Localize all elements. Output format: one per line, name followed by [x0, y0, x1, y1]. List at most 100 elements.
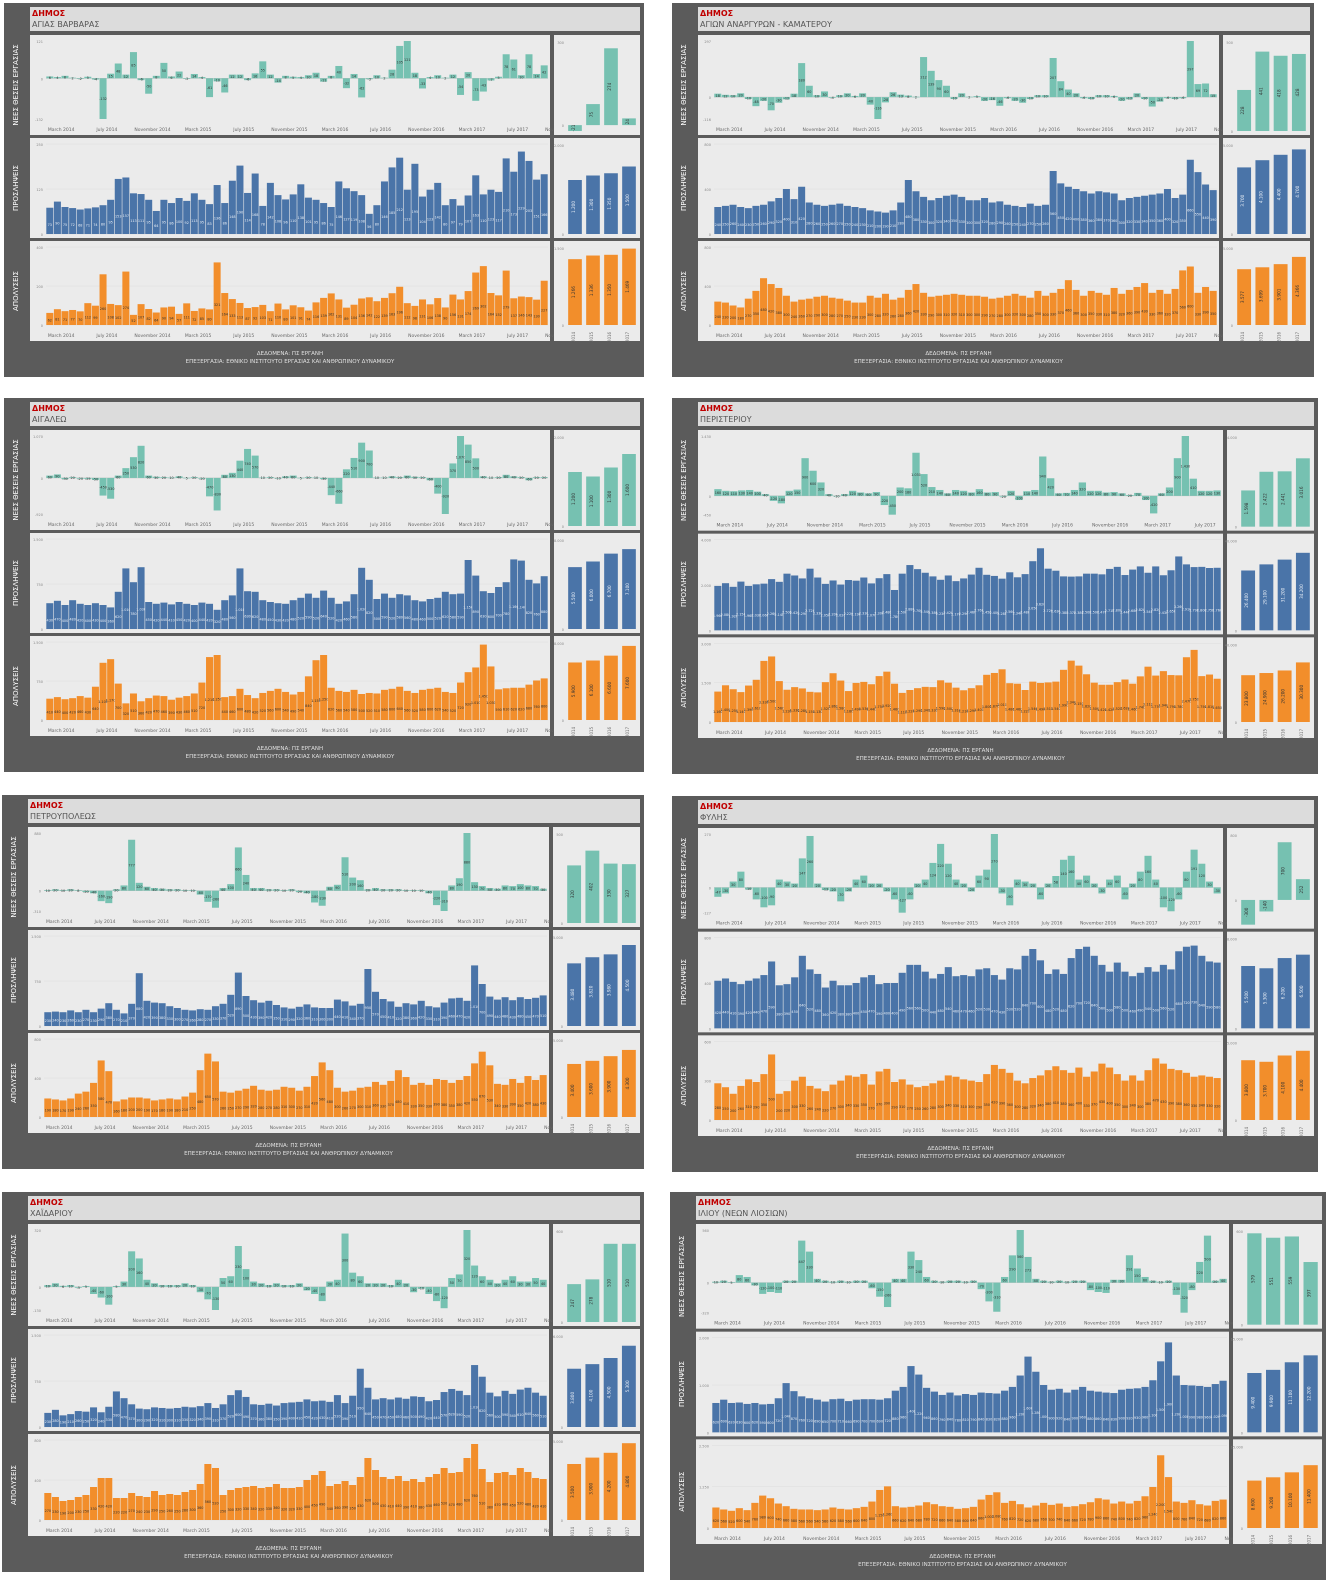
net-yearly-label: 75 [589, 112, 594, 118]
net-monthly-label: 60 [291, 475, 295, 479]
hires-yearly-label: 1.500 [625, 194, 630, 206]
net-monthly-label: 61 [512, 67, 516, 71]
y-tick-label: 0 [709, 495, 711, 499]
net-monthly-label: 330 [806, 1266, 812, 1270]
net-yearly-label: 700 [1281, 867, 1286, 875]
fires-monthly-bar [364, 1086, 372, 1117]
net-monthly-label: 124 [930, 874, 936, 878]
fires-monthly-label: 680 [916, 1518, 922, 1522]
hires-monthly-label: 450 [791, 1010, 797, 1014]
fires-monthly-bar [533, 299, 541, 325]
month-tick-label: November 2016 [1084, 1321, 1120, 1327]
hires-monthly-label: 2.480 [882, 610, 892, 614]
fires-monthly-label: 112 [404, 315, 410, 319]
hires-monthly-bar [821, 583, 829, 631]
hires-monthly-label: 990 [1189, 1415, 1195, 1419]
hires-yearly-label: 3.800 [570, 1392, 575, 1404]
net-monthly-bar [1198, 863, 1206, 888]
hires-monthly-label: 310 [174, 1418, 180, 1422]
fires-monthly-label: 190 [45, 1108, 51, 1112]
net-monthly-label: 20 [69, 889, 73, 893]
net-monthly-bar [813, 95, 821, 98]
net-monthly-bar [379, 889, 387, 891]
hires-monthly-bar [1133, 196, 1141, 234]
hires-monthly-label: 540 [945, 1007, 951, 1011]
hires-monthly-bar [981, 198, 989, 234]
footer-processing: ΕΠΕΞΕΡΓΑΣΙΑ: ΕΘΝΙΚΟ ΙΝΣΤΙΤΟΥΤΟ ΕΡΓΑΣΙΑΣ … [858, 1562, 1067, 1568]
hires-monthly-label: 2.800 [1197, 608, 1207, 612]
net-monthly-label: 40 [954, 882, 958, 886]
net-monthly-bar [457, 436, 465, 478]
hires-monthly-label: 320 [90, 1418, 96, 1422]
hires-monthly-bar [1090, 955, 1098, 1029]
net-monthly-label: -40 [91, 890, 97, 894]
hires-monthly-bar [289, 600, 297, 629]
net-monthly-bar [335, 65, 343, 79]
year-tick-label: 2014 [1250, 1534, 1255, 1545]
net-monthly-label: 20 [862, 1280, 866, 1284]
fires-monthly-bar [449, 294, 457, 325]
hires-monthly-bar [478, 1376, 486, 1427]
net-yearly-label: 1.600 [625, 484, 630, 496]
net-monthly-bar [817, 482, 825, 496]
fires-monthly-bar [471, 1444, 479, 1520]
fires-monthly-bar [524, 1472, 532, 1520]
net-monthly-bar [1141, 1276, 1149, 1283]
hires-monthly-label: 320 [776, 220, 782, 224]
month-tick-label: July 2014 [95, 522, 117, 528]
net-monthly-label: -20 [199, 477, 205, 481]
fires-monthly-bar [516, 1082, 524, 1117]
net-monthly-bar [167, 477, 176, 479]
fires-monthly-label: 2.330 [759, 701, 769, 705]
fires-monthly-label: 122 [374, 315, 380, 319]
net-monthly-label: 30 [731, 883, 735, 887]
hires-monthly-label: 360 [822, 1013, 828, 1017]
net-monthly-label: 60 [145, 887, 149, 891]
y-tick-label: 270 [704, 833, 711, 837]
hires-monthly-label: 300 [1118, 221, 1124, 225]
net-monthly-label: 20 [290, 889, 294, 893]
fires-monthly-bar [99, 662, 107, 720]
net-monthly-label: -13 [823, 887, 829, 891]
net-monthly-bar [259, 477, 267, 479]
hires-monthly-bar [954, 1395, 962, 1433]
hires-monthly-bar [112, 1391, 120, 1427]
month-tick-label: July 2016 [1038, 127, 1060, 133]
fires-monthly-bar [759, 1495, 767, 1528]
net-monthly-label: -100 [1160, 896, 1168, 900]
hires-monthly-bar [929, 576, 937, 631]
hires-monthly-bar [280, 1403, 288, 1427]
panel-header [30, 7, 640, 31]
year-tick-label: 2016 [1281, 728, 1286, 739]
fires-monthly-label: 1.420 [1097, 708, 1107, 712]
hires-monthly-label: 630 [736, 1420, 742, 1424]
fires-monthly-bar [1141, 283, 1149, 325]
fires-yearly-bar [1266, 1477, 1281, 1528]
y-tick-label: 0 [1241, 1324, 1243, 1328]
fires-monthly-label: 250 [159, 1510, 165, 1514]
net-monthly-bar [864, 493, 873, 496]
y-tick-label: 0 [1235, 899, 1237, 903]
net-monthly-label: 90 [874, 492, 878, 496]
net-monthly-label: 20 [869, 884, 873, 888]
fires-monthly-label: 380 [1176, 1102, 1182, 1106]
hires-monthly-label: 700 [1030, 1002, 1036, 1006]
net-monthly-label: 120 [471, 1275, 477, 1279]
hires-monthly-label: 370 [128, 1417, 134, 1421]
hires-monthly-label: 2.220 [844, 612, 854, 616]
fires-monthly-bar [373, 301, 381, 325]
fires-monthly-label: 240 [715, 315, 721, 319]
month-tick-label: July 2016 [368, 1125, 390, 1131]
fires-monthly-label: 760 [1001, 1517, 1007, 1521]
fires-monthly-label: 350 [448, 1104, 454, 1108]
fires-monthly-label: 1.340 [920, 708, 930, 712]
fires-yearly-bar [1295, 662, 1310, 722]
y-tick-label: 2.500 [699, 1444, 709, 1448]
fires-monthly-label: 360 [138, 711, 144, 715]
fires-monthly-label: 89 [344, 317, 348, 321]
net-monthly-bar [464, 444, 472, 478]
month-tick-label: July 2016 [369, 333, 391, 339]
hires-monthly-label: 90 [55, 221, 59, 225]
net-monthly-label: -180 [311, 895, 319, 899]
net-monthly-bar [938, 1281, 946, 1283]
